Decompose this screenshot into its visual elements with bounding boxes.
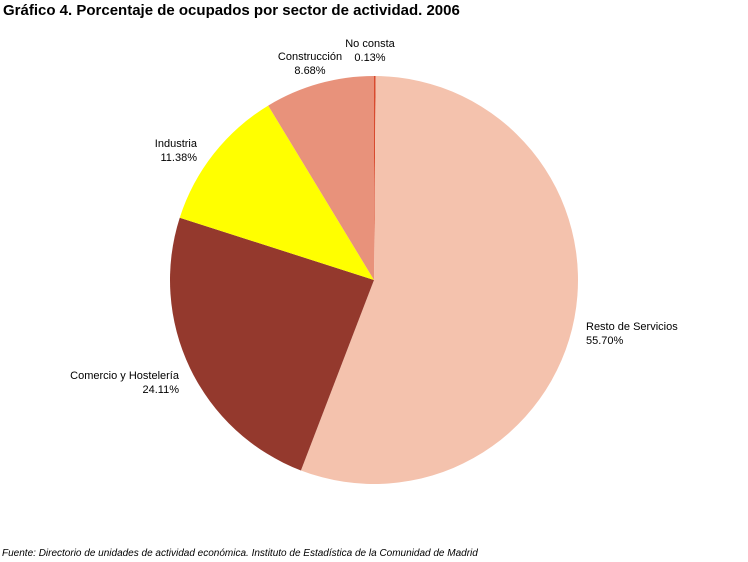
label-no-consta-value: 0.13%	[354, 52, 385, 64]
slice-resto-de-servicios	[300, 76, 578, 485]
source-note: Fuente: Directorio de unidades de activi…	[2, 548, 478, 559]
label-construccion: Construcción 8.68%	[278, 51, 342, 77]
slice-comercio-y-hosteleria	[170, 217, 374, 471]
slice-construccion	[268, 76, 374, 280]
label-resto-de-servicios-name: Resto de Servicios	[586, 321, 678, 333]
slice-industria	[179, 105, 374, 280]
label-construccion-value: 8.68%	[294, 65, 325, 77]
label-comercio-y-hosteleria: Comercio y Hostelería 24.11%	[70, 370, 180, 396]
label-industria: Industria 11.38%	[155, 138, 198, 164]
label-industria-value: 11.38%	[161, 152, 198, 164]
label-industria-name: Industria	[155, 138, 198, 150]
label-comercio-y-hosteleria-name: Comercio y Hostelería	[70, 370, 180, 382]
label-comercio-y-hosteleria-value: 24.11%	[143, 384, 180, 396]
label-construccion-name: Construcción	[278, 51, 342, 63]
label-no-consta: No consta 0.13%	[345, 38, 395, 64]
label-resto-de-servicios: Resto de Servicios 55.70%	[586, 321, 678, 347]
label-resto-de-servicios-value: 55.70%	[586, 335, 624, 347]
slice-no-consta	[374, 76, 376, 280]
label-no-consta-name: No consta	[345, 38, 395, 50]
chart-title: Gráfico 4. Porcentaje de ocupados por se…	[3, 2, 460, 19]
